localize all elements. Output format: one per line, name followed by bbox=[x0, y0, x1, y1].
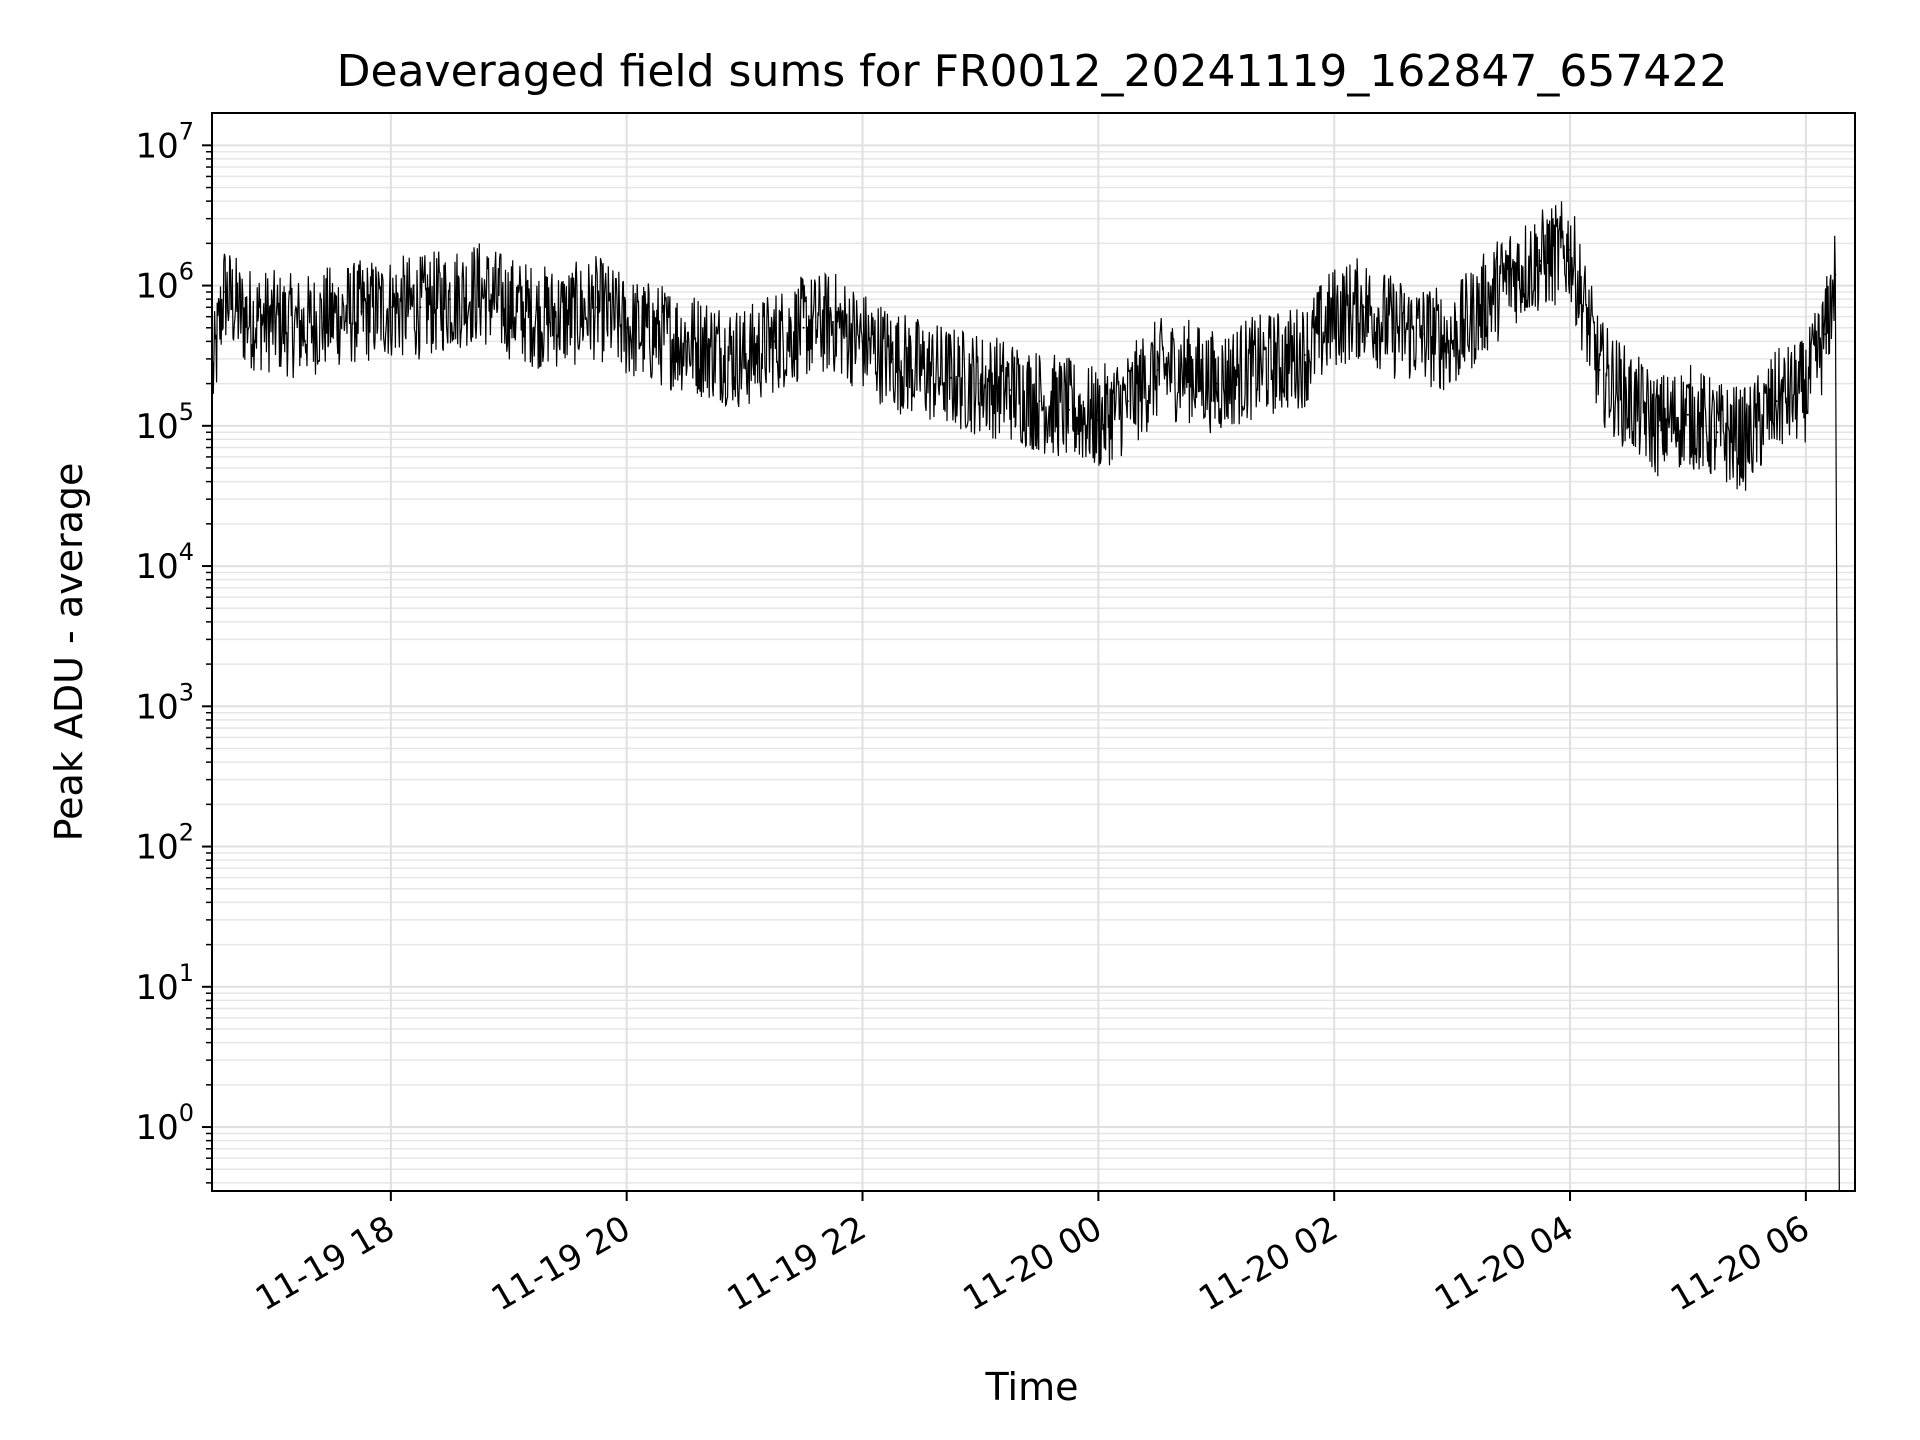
y-tick-label: 104 bbox=[135, 538, 194, 587]
data-point bbox=[861, 340, 864, 343]
y-tick-label: 105 bbox=[135, 398, 194, 447]
y-tick-label: 103 bbox=[135, 678, 194, 727]
data-point bbox=[537, 315, 540, 318]
data-point bbox=[1156, 369, 1159, 371]
data-point bbox=[950, 376, 952, 379]
data-point bbox=[1451, 340, 1454, 343]
data-point bbox=[1824, 333, 1827, 336]
data-point bbox=[743, 357, 746, 360]
data-point bbox=[1628, 400, 1630, 403]
chart-title: Deaveraged field sums for FR0012_2024111… bbox=[337, 46, 1728, 97]
data-point bbox=[1480, 306, 1483, 309]
data-point bbox=[1244, 369, 1247, 371]
data-point bbox=[1775, 400, 1778, 403]
data-point bbox=[655, 333, 658, 336]
data-point bbox=[1126, 400, 1129, 403]
data-point bbox=[222, 291, 225, 293]
data-point bbox=[242, 315, 245, 318]
data-point bbox=[1686, 413, 1689, 416]
data-point bbox=[301, 326, 304, 329]
data-point bbox=[1038, 400, 1041, 403]
y-tick-label: 106 bbox=[135, 258, 194, 307]
data-point bbox=[1274, 362, 1277, 365]
data-point bbox=[419, 306, 422, 309]
data-point bbox=[1569, 248, 1571, 251]
data-point bbox=[1215, 382, 1218, 385]
y-tick-label: 102 bbox=[135, 819, 194, 868]
data-point bbox=[360, 310, 363, 313]
data-point bbox=[920, 369, 923, 371]
data-point bbox=[1539, 259, 1542, 262]
data-point bbox=[1834, 273, 1837, 276]
data-point bbox=[1008, 389, 1011, 391]
data-point bbox=[832, 321, 834, 323]
data-point bbox=[1067, 408, 1070, 411]
data-point bbox=[1657, 424, 1660, 427]
data-point bbox=[271, 321, 274, 323]
data-point bbox=[1333, 315, 1336, 318]
data-point bbox=[1097, 419, 1100, 421]
data-point bbox=[478, 291, 481, 293]
data-point bbox=[625, 326, 628, 329]
data-point bbox=[1510, 273, 1513, 276]
data-point bbox=[714, 348, 717, 351]
data-point bbox=[1362, 306, 1365, 309]
data-point bbox=[979, 382, 982, 385]
data-point bbox=[1303, 354, 1306, 356]
x-axis-title: Time bbox=[985, 1365, 1079, 1409]
data-point bbox=[1598, 369, 1601, 371]
data-point bbox=[773, 340, 776, 343]
grid-layer bbox=[212, 113, 1855, 1191]
data-point bbox=[1804, 389, 1807, 391]
y-tick-label: 100 bbox=[135, 1099, 194, 1148]
data-point bbox=[1392, 326, 1395, 329]
data-point bbox=[684, 340, 687, 343]
data-point bbox=[507, 306, 510, 309]
data-point bbox=[891, 357, 893, 360]
y-tick-label: 101 bbox=[135, 959, 194, 1008]
data-point bbox=[1716, 431, 1719, 434]
plot-frame bbox=[211, 112, 1856, 1192]
data-point bbox=[802, 326, 805, 329]
data-point bbox=[1185, 369, 1188, 371]
data-point bbox=[1421, 333, 1424, 336]
y-axis-title: Peak ADU - average bbox=[47, 463, 91, 842]
data-point bbox=[596, 306, 599, 309]
data-point bbox=[566, 315, 569, 318]
data-point bbox=[448, 298, 451, 301]
series-line bbox=[211, 201, 1840, 1192]
data-point bbox=[1745, 438, 1748, 441]
data-point bbox=[330, 315, 333, 318]
y-tick-label: 107 bbox=[135, 117, 194, 166]
data-point bbox=[389, 306, 392, 309]
